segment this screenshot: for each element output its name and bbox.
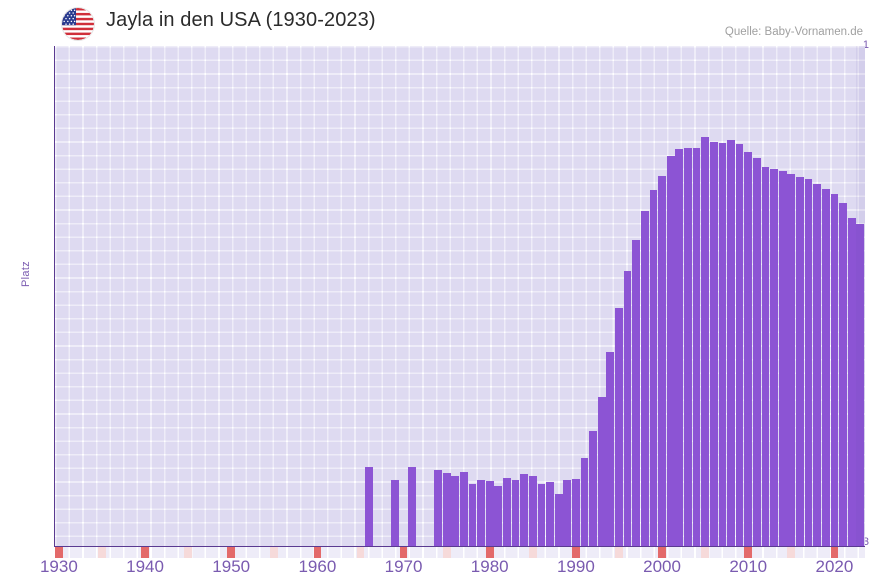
bar-2019[interactable]	[821, 189, 830, 546]
x-axis-tick-strip	[55, 547, 865, 558]
x-tick-mark-1975	[442, 547, 451, 558]
x-axis-tick-1980: 1980	[470, 557, 509, 576]
y-axis-tick-top: 1	[862, 39, 869, 51]
x-axis-tick-1960: 1960	[298, 557, 337, 576]
bar-1985[interactable]	[528, 476, 537, 546]
x-axis-tick-1990: 1990	[556, 557, 595, 576]
bar-2008[interactable]	[727, 140, 735, 546]
bar-2011[interactable]	[752, 158, 761, 546]
x-axis-tick-2000: 2000	[643, 557, 681, 576]
x-tick-mark-1955	[270, 547, 279, 558]
bar-1989[interactable]	[563, 480, 572, 546]
x-tick-mark-1950	[227, 547, 236, 558]
bar-1980[interactable]	[485, 481, 494, 546]
bar-1977[interactable]	[460, 472, 468, 546]
bar-1982[interactable]	[503, 478, 511, 546]
bar-2001[interactable]	[666, 156, 675, 546]
bar-2012[interactable]	[761, 167, 770, 546]
bar-1999[interactable]	[649, 190, 658, 546]
bar-1990[interactable]	[572, 479, 580, 546]
x-tick-mark-1960	[313, 547, 322, 558]
x-axis-tick-2010: 2010	[729, 557, 768, 576]
x-axis-tick-1970: 1970	[384, 557, 423, 576]
bar-1987[interactable]	[546, 482, 554, 546]
bar-2002[interactable]	[675, 149, 684, 546]
bar-2021[interactable]	[839, 203, 847, 546]
chart-plot-area	[55, 46, 865, 546]
bar-1984[interactable]	[520, 474, 529, 546]
y-axis-title: Platz	[20, 261, 32, 287]
bar-2020[interactable]	[830, 194, 839, 546]
bar-1993[interactable]	[597, 397, 606, 546]
bar-1991[interactable]	[580, 458, 589, 546]
x-axis-tick-2020: 2020	[815, 557, 854, 576]
x-tick-mark-1935	[98, 547, 106, 558]
bar-1983[interactable]	[511, 480, 520, 546]
bar-1981[interactable]	[494, 486, 503, 546]
bar-1995[interactable]	[615, 308, 623, 546]
x-tick-mark-1995	[615, 547, 623, 558]
x-tick-mark-1985	[528, 547, 537, 558]
bar-2004[interactable]	[692, 148, 701, 546]
x-axis-tick-1940: 1940	[126, 557, 164, 576]
bar-1996[interactable]	[623, 271, 632, 546]
bar-1976[interactable]	[451, 476, 460, 546]
bar-1978[interactable]	[468, 484, 477, 546]
x-tick-mark-1990	[572, 547, 580, 558]
x-tick-mark-2015	[787, 547, 796, 558]
bar-1979[interactable]	[477, 480, 485, 546]
us-flag-icon	[62, 8, 94, 40]
bar-1994[interactable]	[606, 352, 615, 546]
x-tick-mark-1980	[485, 547, 494, 558]
bar-2010[interactable]	[744, 152, 753, 546]
bar-1998[interactable]	[640, 211, 649, 546]
bar-2003[interactable]	[684, 148, 692, 546]
x-axis-line	[54, 545, 865, 547]
x-tick-mark-1945	[184, 547, 192, 558]
bar-1992[interactable]	[589, 431, 597, 546]
chart-source-label: Quelle: Baby-Vornamen.de	[724, 26, 863, 38]
x-tick-mark-2010	[744, 547, 753, 558]
bar-2006[interactable]	[709, 142, 718, 546]
x-axis-tick-1950: 1950	[212, 557, 251, 576]
bar-2016[interactable]	[796, 177, 804, 546]
x-tick-mark-1930	[55, 547, 63, 558]
bar-2023[interactable]	[856, 224, 865, 546]
bar-2017[interactable]	[804, 179, 813, 546]
x-tick-mark-1970	[399, 547, 408, 558]
bar-2000[interactable]	[658, 176, 666, 546]
bar-1966[interactable]	[365, 467, 373, 546]
x-tick-mark-1965	[356, 547, 365, 558]
chart-header: Jayla in den USA (1930-2023) Quelle: Bab…	[0, 0, 873, 44]
x-axis-tick-1930: 1930	[39, 557, 78, 576]
x-tick-mark-2005	[701, 547, 710, 558]
bar-2009[interactable]	[735, 144, 744, 546]
x-tick-mark-1940	[141, 547, 149, 558]
bar-2022[interactable]	[847, 218, 856, 546]
x-tick-mark-2020	[830, 547, 839, 558]
bar-1971[interactable]	[408, 467, 417, 546]
bar-2007[interactable]	[718, 143, 727, 546]
bar-1988[interactable]	[554, 494, 563, 546]
bar-1975[interactable]	[442, 473, 451, 546]
bar-2013[interactable]	[770, 169, 778, 546]
x-tick-mark-2000	[658, 547, 666, 558]
bar-1997[interactable]	[632, 240, 641, 546]
page-title: Jayla in den USA (1930-2023)	[106, 9, 376, 31]
bar-2015[interactable]	[787, 174, 796, 546]
bar-2018[interactable]	[813, 184, 822, 546]
bar-1986[interactable]	[537, 484, 546, 546]
bar-1969[interactable]	[391, 480, 399, 546]
bar-2014[interactable]	[778, 171, 787, 546]
bar-2005[interactable]	[701, 137, 710, 546]
bar-1974[interactable]	[434, 470, 442, 546]
